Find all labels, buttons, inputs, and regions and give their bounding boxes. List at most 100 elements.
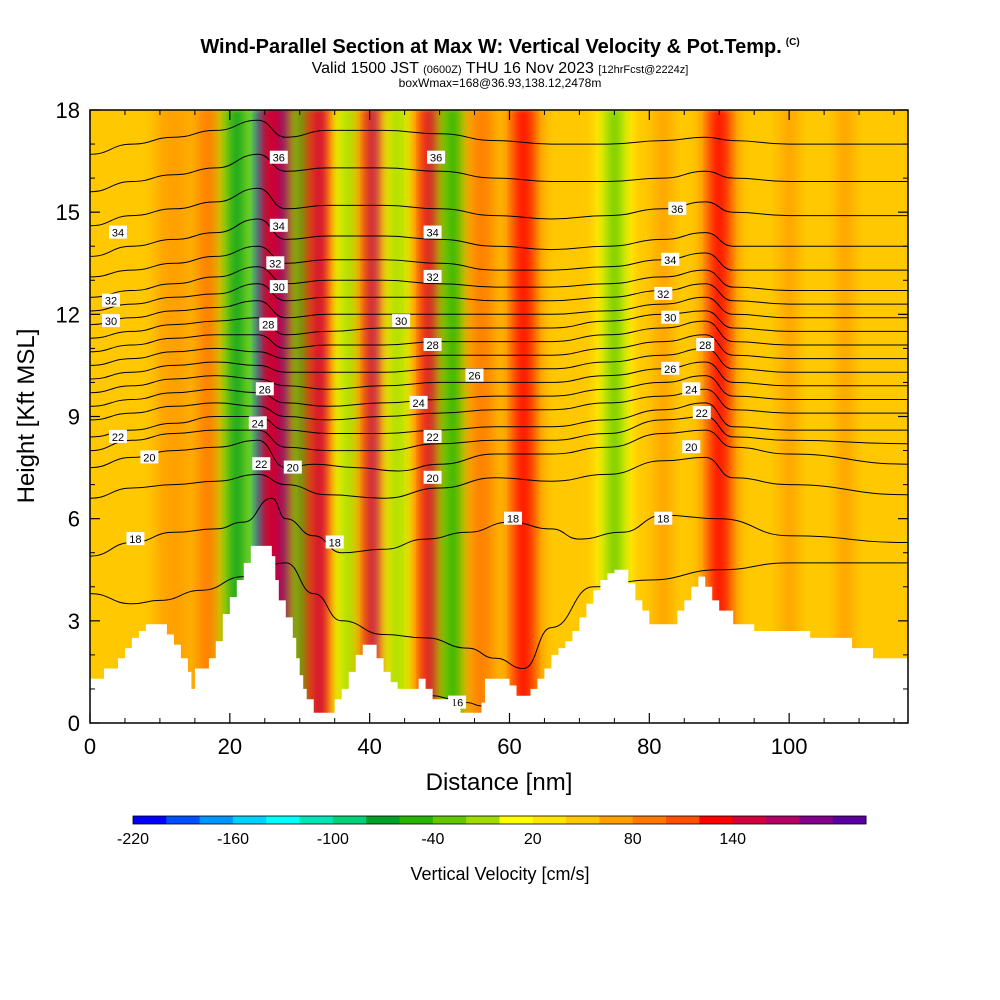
colorbar: -220 -160 -100 -40 20 80 140 [117,815,867,848]
contour-label-box [259,317,278,331]
theta-contour-23 [90,388,908,421]
colorbar-swatch-9 [432,816,467,824]
contour-label-text: 34 [664,255,676,267]
contour-label-28: 32 [423,269,442,284]
contour-label-box [255,382,274,396]
contour-label-box [654,286,673,300]
colorbar-swatch-11 [499,816,534,824]
x-axis-title: Distance [nm] [426,769,573,796]
contour-label-25: 30 [661,310,680,325]
colorbar-swatch-18 [732,816,767,824]
theta-contour-33 [90,245,908,278]
contour-label-text: 22 [255,459,267,471]
contour-label-17: 26 [465,368,484,383]
velocity-core-1 [165,110,182,723]
contour-label-text: 20 [287,463,299,475]
y-tick-label-0: 0 [68,711,80,736]
chart-note: boxWmax=168@36.93,138.12,2478m [398,76,602,90]
contour-label-24: 30 [392,314,411,328]
contour-label-text: 36 [430,153,442,165]
colorbar-swatch-13 [566,816,600,824]
contour-label-35: 36 [427,150,446,165]
theta-contour-28 [90,320,908,353]
colorbar-swatch-17 [699,816,734,824]
velocity-core-19 [781,110,798,723]
contour-label-text: 20 [685,442,697,454]
theta-contour-25 [90,361,908,394]
contour-label-text: 34 [112,228,124,240]
contour-label-7: 20 [423,470,442,485]
terrain [90,545,908,723]
subtitle-forecast: [12hrFcst@2224z] [598,64,689,76]
velocity-core-16 [606,110,623,723]
x-tick-label-40: 40 [357,734,381,759]
contour-label-box [109,225,127,239]
colorbar-swatch-6 [332,816,367,824]
contour-label-text: 34 [273,221,285,233]
colorbar-swatch-7 [366,816,401,824]
theta-contour-22 [90,402,908,438]
contour-label-text: 18 [329,538,341,550]
chart-subtitle: Valid 1500 JST (0600Z) THU 16 Nov 2023 [… [0,60,1000,78]
contour-label-4: 18 [654,511,673,526]
contour-label-27: 32 [266,256,285,270]
contour-label-box [283,460,302,474]
contour-label-22: 30 [102,314,120,328]
theta-contour-35 [90,187,908,227]
contour-label-20: 28 [423,338,442,352]
x-tick-label-20: 20 [218,734,242,759]
colorbar-label--220: -220 [117,831,149,848]
contour-label-2: 18 [325,535,344,550]
x-tick-label-0: 0 [84,734,96,759]
contour-label-text: 28 [426,340,438,352]
contour-label-box [325,535,344,549]
contour-label-text: 26 [468,371,480,383]
theta-contour-32 [90,266,908,298]
theta-contour-17 [90,562,908,670]
colorbar-swatch-8 [399,816,434,824]
theta-contour-37 [90,119,908,155]
contour-label-box [654,511,673,525]
contour-label-box [423,269,442,283]
contour-label-13: 24 [248,416,267,430]
theta-contour-36 [90,153,908,193]
contour-label-box [392,314,411,328]
contour-label-text: 18 [129,534,141,546]
contour-label-box [126,532,145,546]
velocity-core-13 [445,110,462,723]
contour-label-box [269,280,288,294]
contour-label-text: 18 [507,514,519,526]
contour-label-text: 24 [685,384,697,396]
contour-label-box [109,429,127,443]
contour-label-text: 30 [105,316,117,328]
contour-label-box [409,395,428,409]
contour-label-19: 28 [259,317,278,332]
contour-label-box [661,252,680,266]
contour-label-box [269,218,288,232]
contour-label-text: 32 [426,272,438,284]
y-axis-title: Height [Kft MSL] [13,329,40,504]
y-tick-label-6: 6 [68,507,80,532]
velocity-core-8 [312,110,329,723]
contour-label-text: 34 [426,228,438,240]
colorbar-swatch-16 [666,816,700,824]
y-tick-label-12: 12 [56,302,80,327]
contour-label-30: 34 [109,225,127,240]
theta-contour-27 [90,334,908,366]
contour-label-box [661,361,680,375]
chart-title: Wind-Parallel Section at Max W: Vertical… [0,36,1000,59]
colorbar-swatch-0 [133,816,167,824]
contour-label-box [427,150,446,164]
contour-label-box [668,201,687,215]
contour-label-33: 34 [661,252,680,267]
title-text: Wind-Parallel Section at Max W: Vertical… [200,36,782,58]
contour-label-8: 20 [682,440,701,454]
contour-label-text: 22 [696,408,708,420]
contour-label-box [266,256,285,270]
subtitle-date: THU 16 Nov 2023 [465,60,594,77]
contour-label-23: 30 [269,280,288,294]
colorbar-label--40: -40 [421,831,444,848]
contour-label-31: 34 [269,218,288,233]
y-tick-label-18: 18 [56,98,80,123]
